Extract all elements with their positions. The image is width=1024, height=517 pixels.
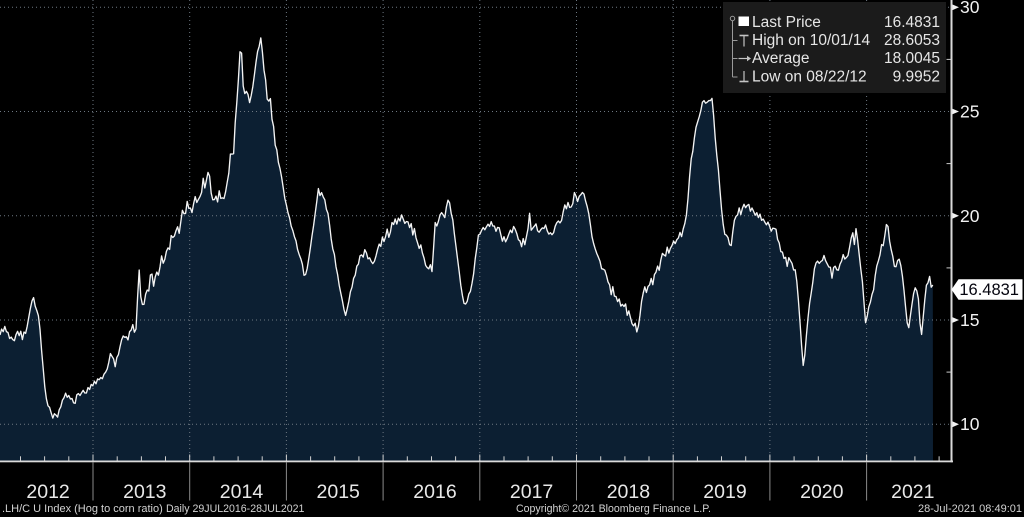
svg-text:18.0045: 18.0045 [884,50,940,67]
svg-text:20: 20 [960,206,980,226]
svg-text:15: 15 [960,310,979,330]
svg-text:Daily 29JUL2016-28JUL2021: Daily 29JUL2016-28JUL2021 [166,503,305,515]
svg-text:9.9952: 9.9952 [893,69,940,86]
svg-text:2012: 2012 [26,481,69,503]
svg-text:Low on 08/22/12: Low on 08/22/12 [752,69,867,86]
svg-text:28.6053: 28.6053 [884,32,940,49]
svg-text:Average: Average [752,50,809,67]
svg-text:Copyright© 2021 Bloomberg Fina: Copyright© 2021 Bloomberg Finance L.P. [516,503,711,515]
svg-text:2019: 2019 [703,481,746,503]
svg-text:Last Price: Last Price [752,14,821,31]
svg-text:2016: 2016 [413,481,456,503]
svg-text:.LH/C U Index (Hog to corn rat: .LH/C U Index (Hog to corn ratio) [2,503,163,515]
svg-text:16.4831: 16.4831 [884,14,940,31]
svg-text:2020: 2020 [800,481,844,503]
svg-text:25: 25 [960,102,979,122]
svg-text:2015: 2015 [317,481,361,503]
svg-text:High on 10/01/14: High on 10/01/14 [752,32,870,49]
svg-text:16.4831: 16.4831 [959,281,1019,299]
svg-text:10: 10 [960,414,980,434]
svg-text:2021: 2021 [891,481,934,503]
svg-text:2014: 2014 [220,481,264,503]
svg-text:28-Jul-2021 08:49:01: 28-Jul-2021 08:49:01 [918,503,1022,515]
svg-text:2013: 2013 [123,481,166,503]
svg-text:2017: 2017 [510,481,553,503]
svg-text:2018: 2018 [607,481,650,503]
svg-text:30: 30 [960,0,980,17]
